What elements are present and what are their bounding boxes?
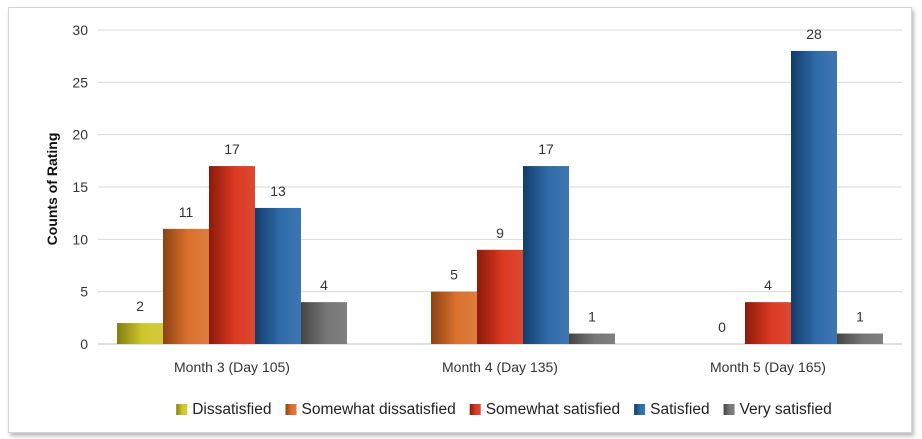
y-tick-label: 30 [72,22,88,38]
bar-somewhat-dissatisfied [431,291,477,344]
bar-very-satisfied [301,302,347,344]
y-tick-label: 15 [72,179,88,195]
legend-swatch [285,404,297,415]
data-label: 0 [718,319,726,335]
data-label: 4 [320,277,328,293]
legend-item-dissatisfied: Dissatisfied [176,401,271,418]
data-label: 17 [224,141,240,157]
y-axis-title: Counts of Rating [44,133,60,246]
data-label: 9 [496,225,504,241]
legend-swatch [469,404,481,415]
data-label: 1 [588,309,596,325]
y-tick-label: 10 [72,231,88,247]
bar-dissatisfied [117,323,163,344]
bar-somewhat-satisfied [745,302,791,344]
bar-satisfied [523,166,569,344]
y-tick-label: 20 [72,127,88,143]
y-tick-label: 25 [72,74,88,90]
legend-label: Satisfied [650,401,709,418]
legend-label: Somewhat satisfied [486,401,620,418]
bar-very-satisfied [837,333,883,344]
bar-satisfied [791,50,837,344]
y-tick-label: 0 [80,336,88,352]
legend-label: Dissatisfied [192,401,271,418]
legend-swatch [634,404,646,415]
data-label: 13 [270,183,286,199]
y-tick-label: 5 [80,284,88,300]
legend-swatch [176,404,188,415]
data-label: 5 [450,267,458,283]
legend-label: Somewhat dissatisfied [301,401,455,418]
legend-swatch [723,404,735,415]
x-tick-label: Month 3 (Day 105) [174,359,290,375]
legend-item-somewhat-dissatisfied: Somewhat dissatisfied [285,401,456,418]
bar-somewhat-satisfied [209,166,255,344]
chart-frame [8,7,912,433]
legend-item-very-satisfied: Very satisfied [723,401,832,418]
x-tick-label: Month 5 (Day 165) [710,359,826,375]
data-label: 28 [806,26,822,42]
data-label: 1 [856,309,864,325]
legend-label: Very satisfied [740,401,832,418]
bar-somewhat-satisfied [477,249,523,344]
bar-very-satisfied [569,333,615,344]
bar-somewhat-dissatisfied [163,228,209,344]
data-label: 2 [136,298,144,314]
bar-satisfied [255,207,301,344]
data-label: 11 [179,204,194,220]
data-label: 4 [764,277,772,293]
data-label: 17 [538,141,554,157]
legend-item-satisfied: Satisfied [634,401,710,418]
legend-item-somewhat-satisfied: Somewhat satisfied [469,401,620,418]
x-tick-label: Month 4 (Day 135) [442,359,558,375]
